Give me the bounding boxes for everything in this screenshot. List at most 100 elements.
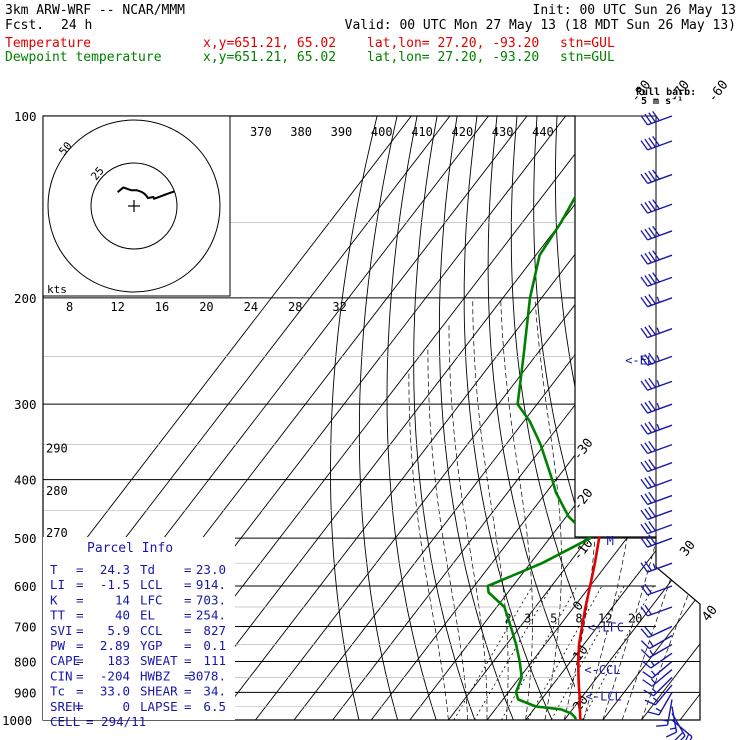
parcel-equals: = bbox=[76, 668, 84, 683]
isotherm bbox=[515, 116, 700, 720]
theta-label: 420 bbox=[452, 125, 474, 139]
parcel-value: 23.0 bbox=[196, 562, 226, 577]
parcel-value: -1.5 bbox=[100, 577, 130, 592]
parcel-info-title: Parcel Info bbox=[87, 541, 173, 556]
parcel-key: EL bbox=[140, 608, 155, 623]
dewpoint-profile bbox=[486, 116, 621, 720]
parcel-value: 34. bbox=[203, 684, 226, 699]
parcel-equals: = bbox=[184, 592, 192, 607]
wind-barb bbox=[640, 169, 673, 185]
parcel-value: 5.9 bbox=[107, 623, 130, 638]
parcel-equals: = bbox=[76, 608, 84, 623]
forecast-label: Fcst. bbox=[5, 18, 45, 33]
forecast-value: 24 h bbox=[61, 18, 93, 33]
parcel-key: SWEAT bbox=[140, 653, 178, 668]
pressure-label: 800 bbox=[14, 654, 37, 669]
wind-scale-label: 16 bbox=[155, 300, 169, 314]
parcel-info-box: Parcel Info T = 24.3 Td = 23.0 LI = -1.5 LCL = 914.… bbox=[43, 537, 235, 729]
wind-barb bbox=[640, 643, 673, 659]
pressure-label: 600 bbox=[14, 579, 37, 594]
parcel-value: 111 bbox=[203, 653, 226, 668]
pressure-label: 500 bbox=[14, 531, 37, 546]
parcel-value: 33.0 bbox=[100, 684, 130, 699]
temperature-label: 30 bbox=[677, 538, 698, 560]
parcel-key: CCL bbox=[140, 623, 163, 638]
parcel-key: Td bbox=[140, 562, 155, 577]
wind-barb bbox=[640, 377, 673, 391]
parcel-value: 183 bbox=[107, 653, 130, 668]
moist-adiabat bbox=[472, 297, 509, 720]
parcel-key: LI bbox=[50, 577, 65, 592]
wind-barb bbox=[643, 676, 673, 697]
pressure-label: 100 bbox=[14, 109, 37, 124]
wind-barb bbox=[640, 325, 673, 339]
mixing-ratio-label: 20 bbox=[628, 611, 642, 625]
wind-barb bbox=[640, 560, 673, 573]
temperature-label: -20 bbox=[570, 486, 596, 514]
parcel-value: 254. bbox=[196, 608, 226, 623]
theta-side-label: 270 bbox=[46, 526, 68, 540]
dry-adiabat bbox=[733, 88, 740, 732]
temperature-label: -60 bbox=[705, 78, 731, 106]
barb-legend-value: 5 m s⁻¹ bbox=[641, 96, 683, 107]
wind-scale-label: 24 bbox=[244, 300, 258, 314]
parcel-key: SHEAR bbox=[140, 684, 178, 699]
dry-adiabat bbox=[695, 88, 740, 732]
wind-barb bbox=[640, 459, 673, 473]
parcel-cell-value: = 294/11 bbox=[86, 714, 146, 729]
theta-side-label: 280 bbox=[46, 484, 68, 498]
hodograph-ring bbox=[47, 119, 221, 293]
parcel-key: TT bbox=[50, 608, 66, 623]
dewpoint-legend-stn: stn=GUL bbox=[560, 50, 615, 65]
parcel-equals: = bbox=[184, 699, 192, 714]
pressure-label: 300 bbox=[14, 397, 37, 412]
dry-adiabat bbox=[617, 88, 740, 732]
parcel-value: 914. bbox=[196, 577, 226, 592]
parcel-equals: = bbox=[76, 562, 84, 577]
wind-barb bbox=[640, 625, 673, 639]
wind-barb bbox=[640, 491, 673, 506]
parcel-equals: = bbox=[184, 608, 192, 623]
parcel-key: YGP bbox=[140, 638, 163, 653]
parcel-equals: = bbox=[184, 623, 192, 638]
wind-barb bbox=[644, 684, 673, 706]
wind-barb bbox=[640, 476, 673, 490]
wind-barb bbox=[642, 669, 673, 687]
parcel-key: LCL bbox=[140, 577, 163, 592]
wind-scale-label: 12 bbox=[110, 300, 124, 314]
theta-label: 410 bbox=[411, 125, 433, 139]
temperature-legend-latlon: lat,lon= 27.20, -93.20 bbox=[367, 36, 540, 51]
wind-barb bbox=[640, 534, 673, 548]
level-marker: <-LCL bbox=[586, 689, 622, 703]
wind-barb bbox=[647, 692, 673, 716]
wind-barb bbox=[640, 421, 673, 435]
dewpoint-legend-latlon: lat,lon= 27.20, -93.20 bbox=[367, 50, 540, 65]
hodograph-units: kts bbox=[47, 283, 67, 296]
model-title: 3km ARW-WRF -- NCAR/MMM bbox=[5, 3, 186, 18]
theta-label: 400 bbox=[371, 125, 393, 139]
dry-adiabat bbox=[463, 116, 553, 720]
wind-barb bbox=[642, 660, 673, 679]
parcel-key: LFC bbox=[140, 592, 163, 607]
pressure-label: 1000 bbox=[2, 713, 32, 728]
wind-barb bbox=[640, 135, 673, 151]
dry-adiabat bbox=[597, 88, 740, 732]
wind-barb bbox=[640, 272, 673, 287]
parcel-key: LAPSE bbox=[140, 699, 178, 714]
parcel-value: 0.1 bbox=[203, 638, 226, 653]
wind-barb bbox=[640, 635, 673, 650]
barb-legend-title: Full barb: bbox=[636, 87, 696, 98]
wind-barb bbox=[640, 506, 673, 521]
diagram-frame bbox=[42, 115, 701, 721]
wind-barb bbox=[656, 699, 673, 727]
mixing-ratio-label: 8 bbox=[575, 611, 582, 625]
temperature-legend-xy: x,y=651.21, 65.02 bbox=[203, 36, 337, 51]
wind-barb bbox=[640, 110, 673, 126]
wind-scale-label: 32 bbox=[332, 300, 346, 314]
wind-barb bbox=[640, 225, 673, 241]
hodograph-trace bbox=[116, 186, 175, 200]
dry-adiabat bbox=[386, 116, 437, 720]
wind-barb bbox=[640, 521, 673, 535]
mixing-ratio-line bbox=[473, 585, 553, 720]
